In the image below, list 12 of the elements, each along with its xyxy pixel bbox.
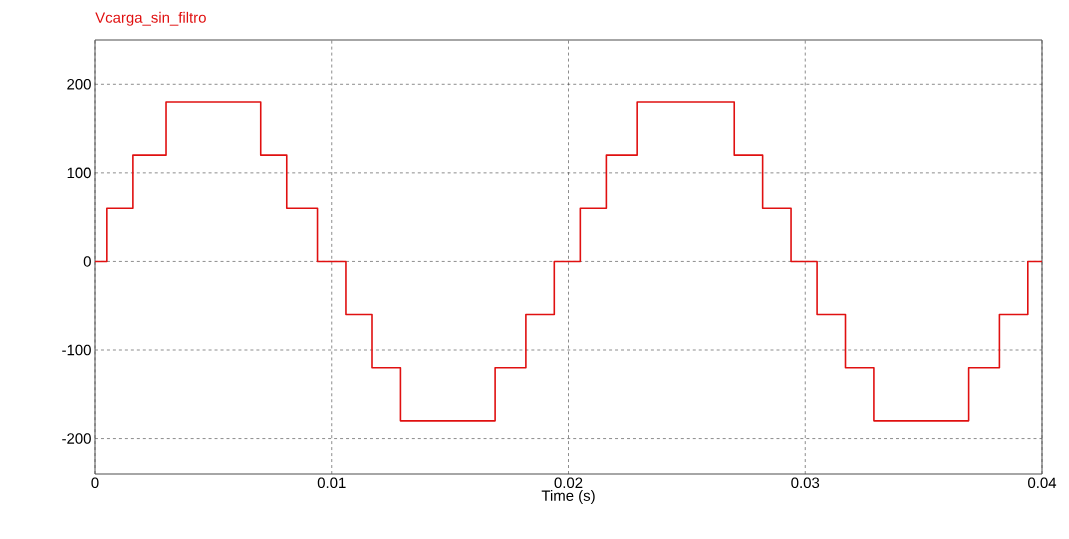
x-tick-label: 0.01 — [317, 477, 346, 489]
y-tick-label: 200 — [67, 78, 91, 90]
y-tick-label: -100 — [62, 344, 91, 356]
x-tick-label: 0.02 — [554, 477, 583, 489]
x-tick-label: 0.04 — [1028, 477, 1057, 489]
x-tick-label: 0 — [91, 477, 99, 489]
x-axis-title: Time (s) — [541, 489, 595, 504]
y-tick-label: 0 — [83, 256, 91, 267]
text: Vcarga_sin_filtro — [95, 11, 206, 26]
x-tick-label: 0.03 — [791, 477, 820, 489]
y-tick-label: -200 — [62, 433, 91, 444]
y-tick-label: 100 — [67, 167, 91, 179]
